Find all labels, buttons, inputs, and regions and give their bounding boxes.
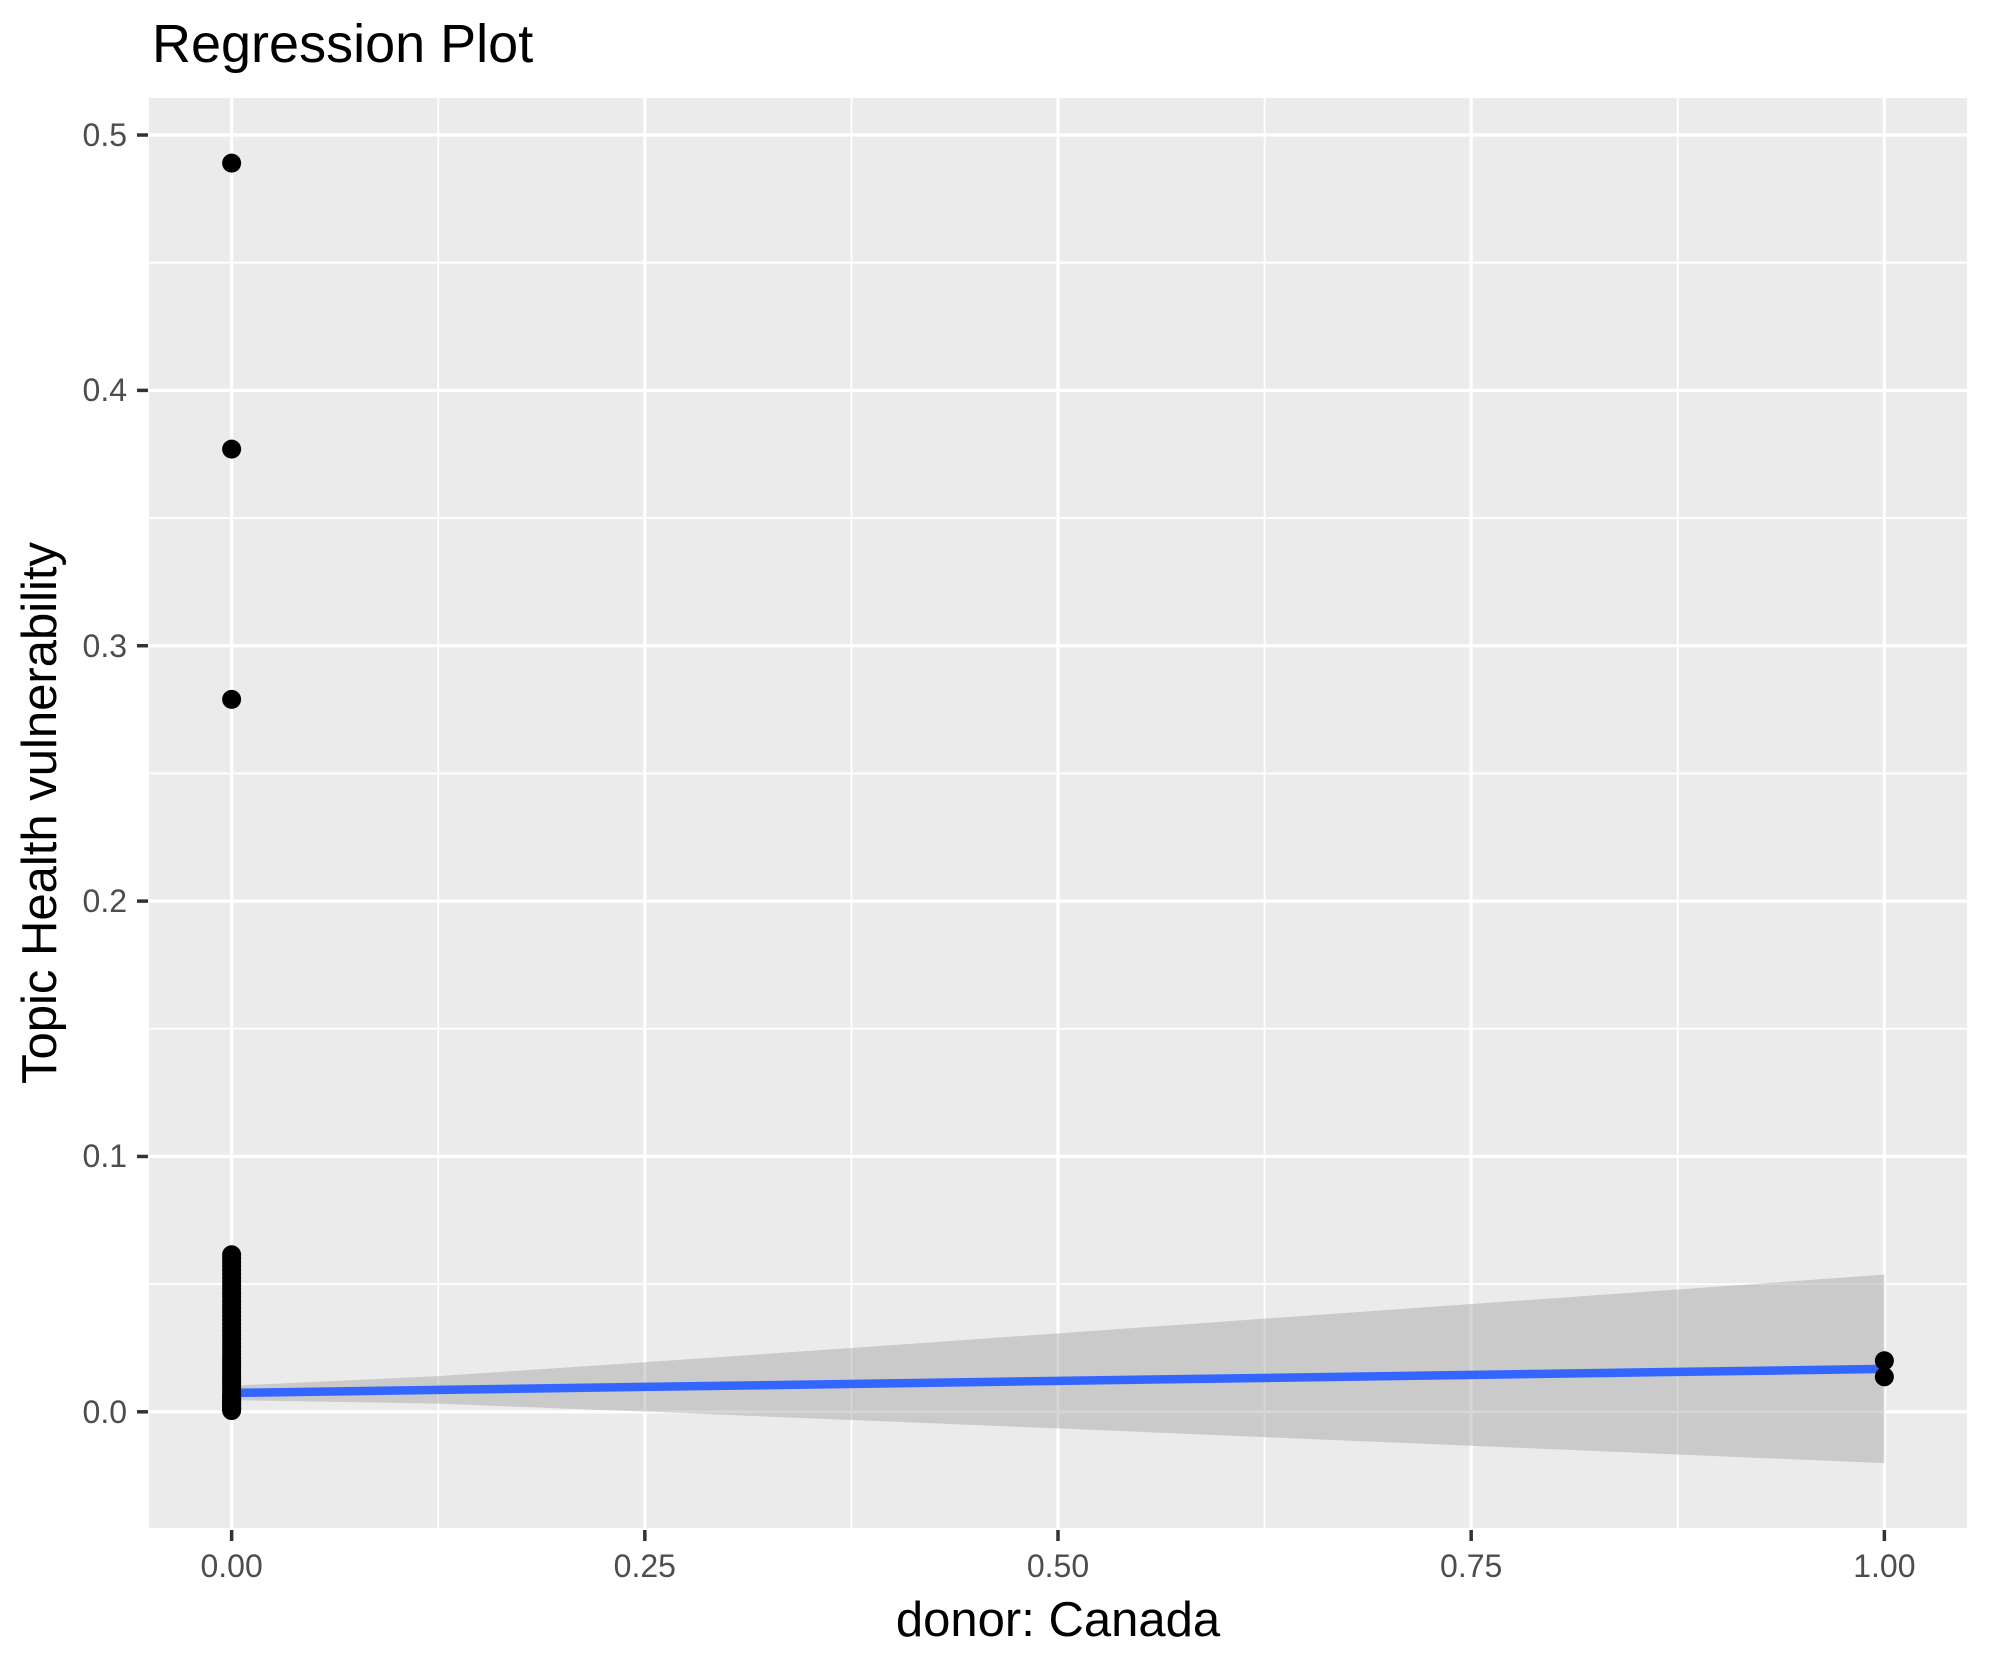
data-point [1874,1351,1894,1371]
x-tick-label: 0.00 [200,1548,263,1584]
y-tick-label: 0.2 [82,883,127,920]
chart-title: Regression Plot [152,14,534,74]
regression-line [231,1364,1885,1398]
x-tick-label: 1.00 [1853,1548,1916,1584]
y-tick-label: 0.3 [82,627,127,664]
data-point [222,1245,242,1265]
confidence-ribbon [231,1274,1885,1464]
y-tick-label: 0.4 [82,372,127,409]
data-point [222,439,242,459]
x-tick-label: 0.50 [1026,1548,1090,1584]
y-axis-title: Topic Health vulnerability [13,542,67,1084]
x-tick-label: 0.25 [613,1548,676,1584]
data-point [1874,1367,1894,1387]
x-tick-label: 0.75 [1440,1548,1503,1584]
data-point [222,153,242,173]
axis-tick-marks [137,133,1887,1541]
x-axis-title: donor: Canada [895,1593,1221,1647]
y-tick-label: 0.1 [82,1138,127,1175]
data-point [222,689,242,709]
data-points [222,153,1894,1421]
y-tick-label: 0.5 [82,117,127,154]
y-tick-label: 0.0 [82,1393,127,1430]
